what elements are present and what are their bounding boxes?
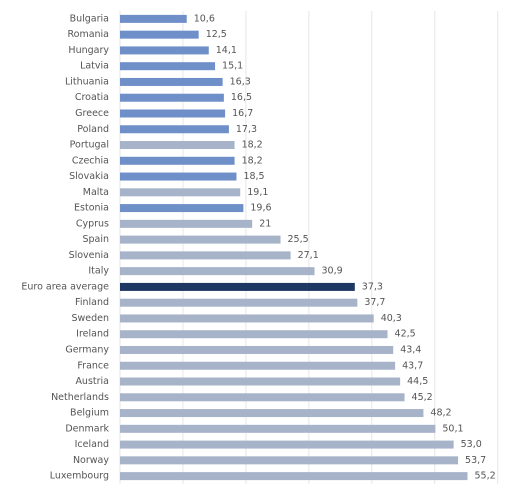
category-label: Spain	[82, 234, 109, 245]
value-label: 53,7	[465, 455, 486, 466]
category-label: Cyprus	[76, 218, 109, 229]
value-label: 37,7	[364, 297, 385, 308]
bar	[120, 409, 424, 418]
value-label: 43,4	[400, 344, 421, 355]
value-label: 30,9	[322, 266, 343, 277]
value-label: 18,2	[242, 155, 263, 166]
category-label: Romania	[67, 29, 109, 40]
category-label: Hungary	[68, 45, 109, 56]
value-label: 50,1	[442, 423, 463, 434]
category-label: Euro area average	[21, 281, 109, 292]
value-label: 25,5	[288, 234, 309, 245]
bar	[120, 456, 459, 465]
category-label: Slovakia	[69, 171, 109, 182]
bar	[120, 282, 355, 291]
category-label: Estonia	[74, 203, 109, 214]
value-label: 14,1	[216, 45, 237, 56]
value-label: 17,3	[236, 124, 257, 135]
value-label: 15,1	[222, 61, 243, 72]
bar	[120, 77, 223, 86]
bar	[120, 251, 291, 260]
bar	[120, 156, 235, 165]
value-label: 45,2	[412, 392, 433, 403]
category-label: Italy	[88, 266, 109, 277]
bar	[120, 345, 394, 354]
category-label: Netherlands	[51, 392, 109, 403]
bar	[120, 188, 241, 197]
category-label: Poland	[77, 124, 109, 135]
bar	[120, 109, 226, 118]
bar	[120, 235, 281, 244]
bar	[120, 62, 216, 71]
category-label: Norway	[73, 455, 109, 466]
value-label: 48,2	[430, 408, 451, 419]
value-label: 19,6	[250, 203, 271, 214]
bar	[120, 219, 253, 228]
bar	[120, 172, 237, 181]
category-label: Czechia	[72, 155, 109, 166]
category-label: Luxembourg	[50, 471, 109, 482]
category-label: Austria	[75, 376, 109, 387]
bar	[120, 440, 454, 449]
value-label: 43,7	[402, 360, 423, 371]
bar	[120, 46, 209, 55]
value-label: 53,0	[461, 439, 482, 450]
bar	[120, 424, 436, 433]
bar	[120, 267, 315, 276]
category-label: Sweden	[71, 313, 109, 324]
category-label: Iceland	[75, 439, 109, 450]
category-label: Malta	[83, 187, 109, 198]
category-label: Finland	[75, 297, 109, 308]
value-label: 55,2	[474, 471, 495, 482]
bar	[120, 393, 405, 402]
value-label: 12,5	[206, 29, 227, 40]
bar	[120, 361, 396, 370]
bar	[120, 125, 229, 134]
value-label: 16,5	[231, 92, 252, 103]
category-label: Bulgaria	[70, 13, 109, 24]
category-label: Germany	[65, 344, 109, 355]
bar	[120, 298, 358, 307]
value-label: 16,3	[230, 76, 251, 87]
category-label: Lithuania	[65, 76, 109, 87]
value-label: 44,5	[407, 376, 428, 387]
bar	[120, 141, 235, 150]
category-label: Greece	[75, 108, 109, 119]
value-label: 37,3	[362, 281, 383, 292]
category-label: Ireland	[76, 329, 109, 340]
value-label: 40,3	[381, 313, 402, 324]
category-label: Latvia	[80, 61, 109, 72]
bar	[120, 377, 401, 386]
bar	[120, 30, 199, 39]
category-label: Denmark	[65, 423, 109, 434]
bar	[120, 314, 374, 323]
value-label: 18,5	[243, 171, 264, 182]
bar	[120, 204, 244, 213]
category-label: Slovenia	[69, 250, 109, 261]
value-label: 27,1	[298, 250, 319, 261]
value-label: 19,1	[247, 187, 268, 198]
category-label: Croatia	[75, 92, 109, 103]
bar	[120, 93, 224, 102]
category-label: France	[77, 360, 109, 371]
value-label: 21	[259, 218, 271, 229]
value-label: 42,5	[395, 329, 416, 340]
category-label: Belgium	[70, 408, 109, 419]
bar	[120, 14, 187, 23]
value-label: 10,6	[194, 13, 215, 24]
bar	[120, 472, 468, 481]
category-label: Portugal	[70, 140, 109, 151]
value-label: 16,7	[232, 108, 253, 119]
bar	[120, 330, 388, 339]
value-label: 18,2	[242, 140, 263, 151]
